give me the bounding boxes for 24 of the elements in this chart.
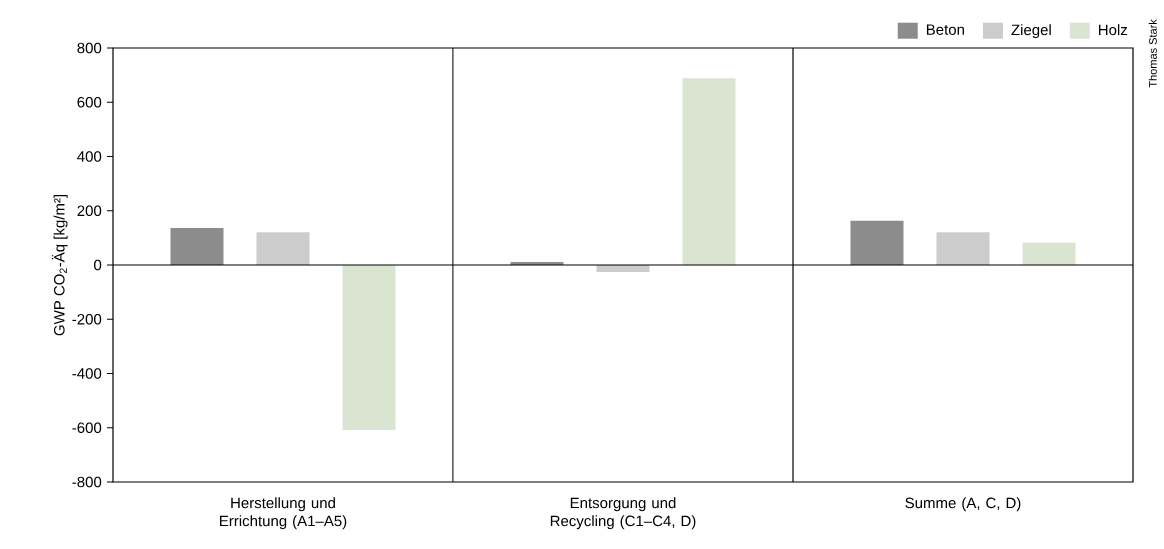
y-tick-label: -800 [72,476,102,488]
bar [682,78,736,265]
bar [850,220,904,265]
bar [1022,242,1076,265]
y-tick-label: 800 [77,42,102,54]
legend-label: Ziegel [1011,24,1051,39]
y-tick-label: -200 [72,313,102,325]
text: Thomas Stark [1148,19,1157,88]
y-axis-title: GWP CO$_{2}$-Äq [kg/m²] [51,194,68,336]
bar [936,232,990,265]
y-tick-label: -400 [72,368,102,379]
y-tick-label: 200 [77,205,102,217]
legend-label: Beton [926,24,964,35]
y-tick-label: 600 [77,96,102,108]
x-tick-label: Entsorgung und Recycling (C1–C4, D) [550,497,696,530]
y-tick-label: 0 [94,259,102,271]
x-tick-label: Herstellung und Errichtung (A1–A5) [220,497,347,530]
legend-label: Holz [1099,24,1128,36]
x-tick-label: Summe (A, C, D) [905,497,1021,512]
y-tick-label: -600 [72,422,102,434]
bar [170,228,224,265]
bar [342,264,396,430]
bar [256,232,310,265]
y-tick-label: 400 [77,151,102,162]
